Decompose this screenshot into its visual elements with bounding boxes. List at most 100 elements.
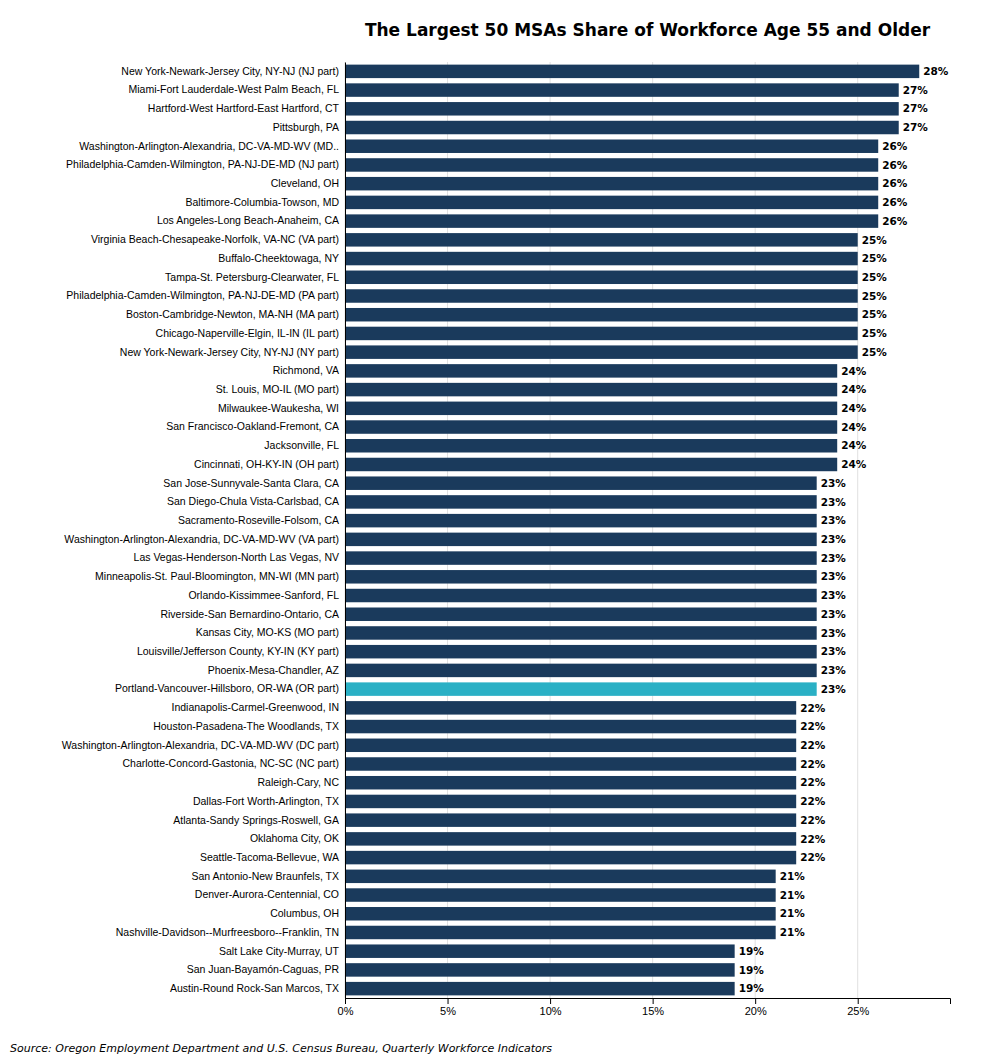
bar bbox=[345, 720, 796, 733]
y-tick-label: Virginia Beach-Chesapeake-Norfolk, VA-NC… bbox=[91, 233, 339, 245]
y-tick: Las Vegas-Henderson-North Las Vegas, NV bbox=[134, 551, 345, 563]
y-tick: Denver-Aurora-Centennial, CO bbox=[195, 888, 345, 900]
y-tick-label: Washington-Arlington-Alexandria, DC-VA-M… bbox=[64, 533, 339, 545]
data-label: 26% bbox=[882, 177, 908, 189]
y-tick-label: Cleveland, OH bbox=[271, 177, 339, 189]
bar bbox=[345, 757, 796, 770]
bar bbox=[345, 177, 878, 190]
y-tick-label: Tampa-St. Petersburg-Clearwater, FL bbox=[165, 271, 339, 283]
y-tick: Philadelphia-Camden-Wilmington, PA-NJ-DE… bbox=[66, 158, 345, 170]
bar bbox=[345, 870, 776, 883]
y-tick: Cleveland, OH bbox=[271, 177, 345, 189]
y-tick-label: San Francisco-Oakland-Fremont, CA bbox=[166, 420, 339, 432]
y-tick: Boston-Cambridge-Newton, MA-NH (MA part) bbox=[126, 308, 345, 320]
y-tick-label: New York-Newark-Jersey City, NY-NJ (NY p… bbox=[120, 346, 339, 358]
grid-line bbox=[345, 62, 346, 998]
x-tick-label: 10% bbox=[540, 1005, 562, 1017]
y-tick: Baltimore-Columbia-Towson, MD bbox=[186, 196, 345, 208]
data-label: 27% bbox=[903, 121, 929, 133]
y-tick-label: Nashville-Davidson--Murfreesboro--Frankl… bbox=[116, 926, 339, 938]
bar bbox=[345, 776, 796, 789]
bar bbox=[345, 196, 878, 209]
x-tick-mark bbox=[858, 998, 859, 1004]
x-tick: 10% bbox=[540, 998, 562, 1017]
y-tick: Dallas-Fort Worth-Arlington, TX bbox=[193, 795, 345, 807]
bar bbox=[345, 645, 817, 658]
x-tick-label: 20% bbox=[745, 1005, 767, 1017]
bar bbox=[345, 682, 817, 695]
data-label: 27% bbox=[903, 84, 929, 96]
y-tick: San Francisco-Oakland-Fremont, CA bbox=[166, 420, 345, 432]
x-tick: 5% bbox=[440, 998, 456, 1017]
y-tick-label: Cincinnati, OH-KY-IN (OH part) bbox=[194, 458, 339, 470]
bar bbox=[345, 233, 858, 246]
data-label: 24% bbox=[841, 365, 867, 377]
data-label: 25% bbox=[862, 252, 888, 264]
bar bbox=[345, 701, 796, 714]
y-tick-label: Dallas-Fort Worth-Arlington, TX bbox=[193, 795, 339, 807]
y-tick-label: Baltimore-Columbia-Towson, MD bbox=[186, 196, 340, 208]
data-label: 22% bbox=[800, 795, 826, 807]
bar bbox=[345, 121, 899, 134]
bar bbox=[345, 402, 837, 415]
y-tick: Salt Lake City-Murray, UT bbox=[219, 945, 345, 957]
bar bbox=[345, 982, 735, 995]
y-tick: Washington-Arlington-Alexandria, DC-VA-M… bbox=[62, 739, 345, 751]
data-label: 19% bbox=[739, 945, 765, 957]
y-tick-label: Miami-Fort Lauderdale-West Palm Beach, F… bbox=[129, 83, 340, 95]
bar bbox=[345, 514, 817, 527]
x-axis: 0%5%10%15%20%25% bbox=[338, 998, 951, 1017]
data-label: 23% bbox=[821, 683, 847, 695]
y-tick: Orlando-Kissimmee-Sanford, FL bbox=[188, 589, 345, 601]
data-label: 23% bbox=[821, 645, 847, 657]
data-label: 22% bbox=[800, 739, 826, 751]
y-tick: Seattle-Tacoma-Bellevue, WA bbox=[200, 851, 345, 863]
y-tick-label: Houston-Pasadena-The Woodlands, TX bbox=[153, 720, 339, 732]
y-tick: San Diego-Chula Vista-Carlsbad, CA bbox=[167, 495, 345, 507]
data-label: 24% bbox=[841, 402, 867, 414]
source: Source: Oregon Employment Department and… bbox=[10, 1042, 552, 1055]
x-tick-label: 5% bbox=[440, 1005, 456, 1017]
y-tick: San Antonio-New Braunfels, TX bbox=[192, 870, 345, 882]
data-label: 23% bbox=[821, 570, 847, 582]
x-tick-label: 15% bbox=[642, 1005, 664, 1017]
x-tick-mark bbox=[550, 998, 551, 1004]
y-tick-label: Buffalo-Cheektowaga, NY bbox=[218, 252, 339, 264]
y-tick: St. Louis, MO-IL (MO part) bbox=[216, 383, 345, 395]
x-axis-line bbox=[346, 999, 951, 1005]
data-label: 27% bbox=[903, 102, 929, 114]
plot: 28%27%27%27%26%26%26%26%26%25%25%25%25%2… bbox=[62, 62, 951, 1017]
data-label: 22% bbox=[800, 814, 826, 826]
data-label: 23% bbox=[821, 552, 847, 564]
y-tick-label: Charlotte-Concord-Gastonia, NC-SC (NC pa… bbox=[123, 757, 339, 769]
y-tick: Phoenix-Mesa-Chandler, AZ bbox=[208, 664, 345, 676]
bar bbox=[345, 626, 817, 639]
y-tick: Minneapolis-St. Paul-Bloomington, MN-WI … bbox=[95, 570, 345, 582]
data-label: 25% bbox=[862, 327, 888, 339]
bar bbox=[345, 664, 817, 677]
data-label: 26% bbox=[882, 215, 908, 227]
bars bbox=[345, 65, 919, 996]
data-label: 26% bbox=[882, 140, 908, 152]
y-tick-label: Oklahoma City, OK bbox=[250, 832, 339, 844]
bar bbox=[345, 65, 919, 78]
bar bbox=[345, 888, 776, 901]
y-tick-label: Seattle-Tacoma-Bellevue, WA bbox=[200, 851, 339, 863]
y-tick: Buffalo-Cheektowaga, NY bbox=[218, 252, 345, 264]
data-label: 24% bbox=[841, 421, 867, 433]
y-tick-label: San Jose-Sunnyvale-Santa Clara, CA bbox=[163, 477, 339, 489]
bar bbox=[345, 795, 796, 808]
bar bbox=[345, 476, 817, 489]
data-label: 22% bbox=[800, 776, 826, 788]
y-tick: Nashville-Davidson--Murfreesboro--Frankl… bbox=[116, 926, 345, 938]
y-tick-label: Richmond, VA bbox=[273, 364, 339, 376]
bar bbox=[345, 364, 837, 377]
y-tick-label: Philadelphia-Camden-Wilmington, PA-NJ-DE… bbox=[66, 289, 339, 301]
y-tick-label: Salt Lake City-Murray, UT bbox=[219, 945, 340, 957]
x-tick-mark bbox=[755, 998, 756, 1004]
x-tick-mark bbox=[448, 998, 449, 1004]
bar bbox=[345, 383, 837, 396]
bar bbox=[345, 495, 817, 508]
y-tick-label: Chicago-Naperville-Elgin, IL-IN (IL part… bbox=[156, 327, 339, 339]
data-label: 25% bbox=[862, 290, 888, 302]
